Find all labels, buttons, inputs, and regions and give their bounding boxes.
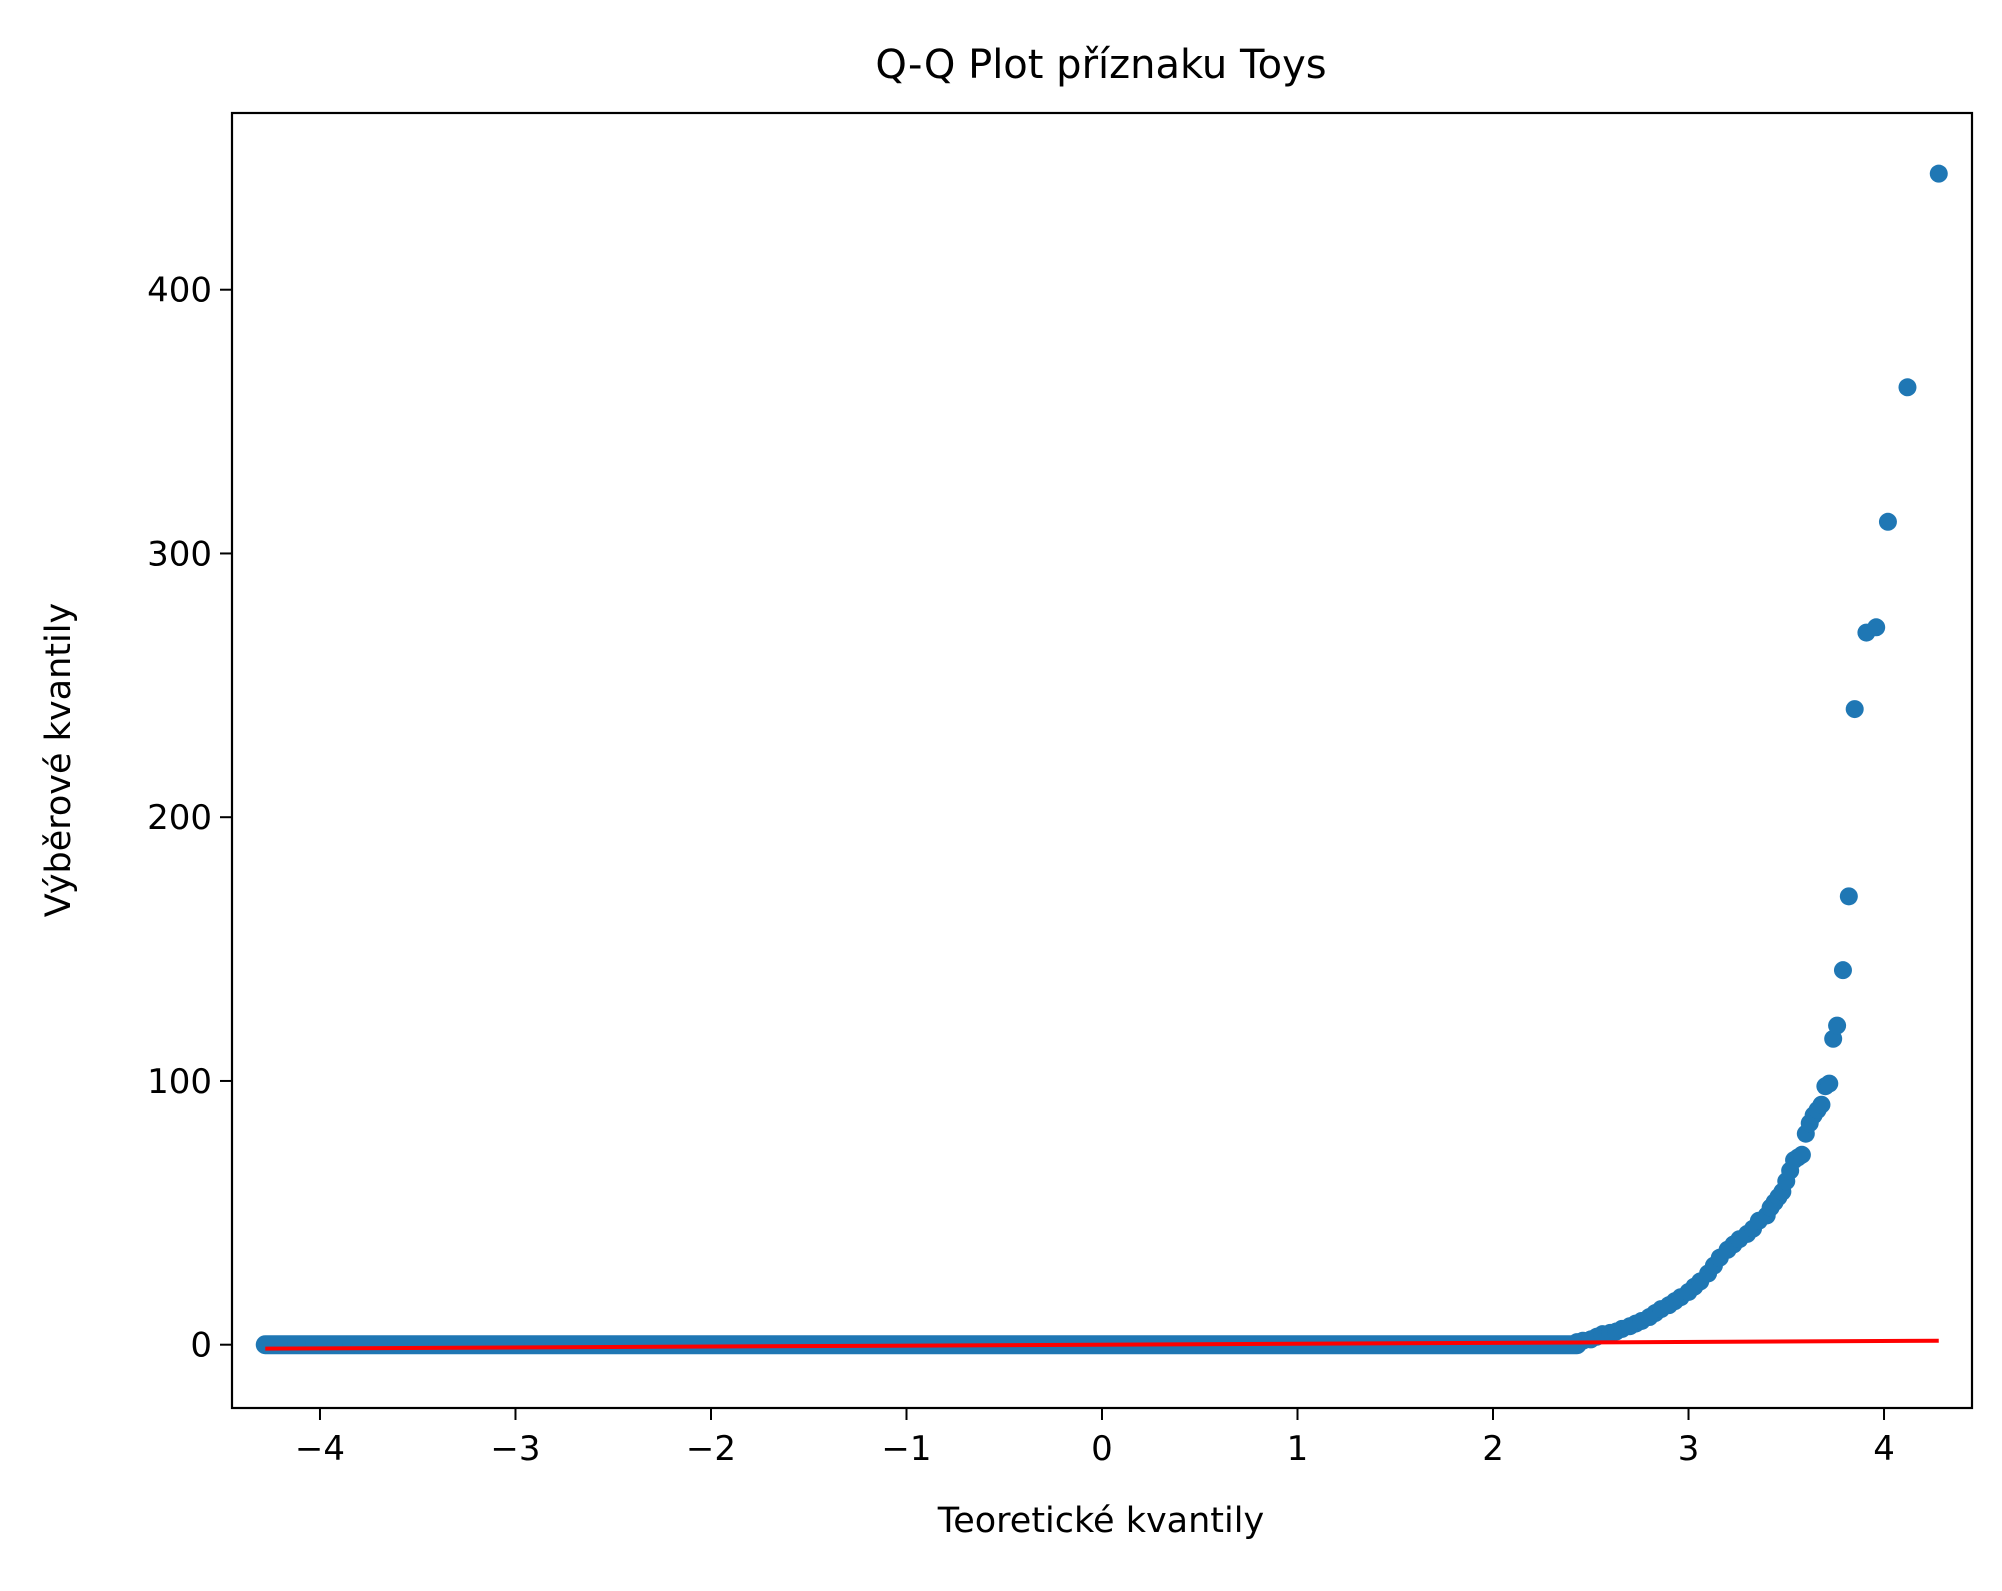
qq-point — [350, 1335, 369, 1354]
y-axis-ticks: 0 100 200 300 400 — [147, 271, 232, 1366]
x-tick-label: −4 — [295, 1429, 345, 1469]
plot-area — [255, 164, 1948, 1355]
qq-point — [1820, 1074, 1839, 1093]
qq-point — [1792, 1145, 1811, 1164]
x-tick-label: 1 — [1287, 1429, 1309, 1469]
qq-point — [662, 1335, 681, 1354]
x-tick-label: 0 — [1091, 1429, 1113, 1469]
reference-fit-line — [265, 1338, 1939, 1351]
qq-point — [1523, 1335, 1542, 1354]
qq-point — [389, 1335, 408, 1354]
qq-point — [1845, 700, 1864, 719]
y-tick-label: 100 — [147, 1062, 212, 1102]
qq-point — [467, 1335, 486, 1354]
x-tick-label: 4 — [1873, 1429, 1895, 1469]
y-tick-label: 200 — [147, 798, 212, 838]
qq-point — [1833, 961, 1852, 980]
y-tick-label: 0 — [190, 1326, 212, 1366]
qq-point — [1552, 1335, 1571, 1354]
y-tick-label: 400 — [147, 271, 212, 311]
qq-point — [1867, 618, 1886, 637]
x-axis-label: Teoretické kvantily — [937, 1501, 1264, 1541]
y-axis-label: Výběrové kvantily — [39, 603, 79, 917]
qq-point — [256, 1335, 275, 1354]
plot-frame — [230, 111, 1974, 1410]
qq-point — [369, 1335, 388, 1354]
x-tick-label: −2 — [686, 1429, 736, 1469]
qq-point — [1828, 1016, 1847, 1035]
x-tick-label: −3 — [490, 1429, 540, 1469]
y-tick-label: 300 — [147, 534, 212, 574]
qq-point — [1839, 887, 1858, 906]
x-tick-label: 3 — [1678, 1429, 1700, 1469]
qq-point — [1812, 1095, 1831, 1114]
qq-point — [287, 1335, 306, 1354]
qq-point — [604, 1335, 623, 1354]
qq-point — [428, 1335, 447, 1354]
qq-point — [506, 1335, 525, 1354]
qq-point — [1929, 164, 1948, 183]
x-tick-label: 2 — [1482, 1429, 1504, 1469]
chart-title: Q-Q Plot příznaku Toys — [875, 42, 1326, 88]
qq-point — [545, 1335, 564, 1354]
qq-point — [1898, 378, 1917, 397]
x-axis-ticks: −4 −3 −2 −1 0 1 2 3 4 — [295, 1408, 1895, 1469]
x-tick-label: −1 — [881, 1429, 931, 1469]
qq-point — [1878, 512, 1897, 531]
